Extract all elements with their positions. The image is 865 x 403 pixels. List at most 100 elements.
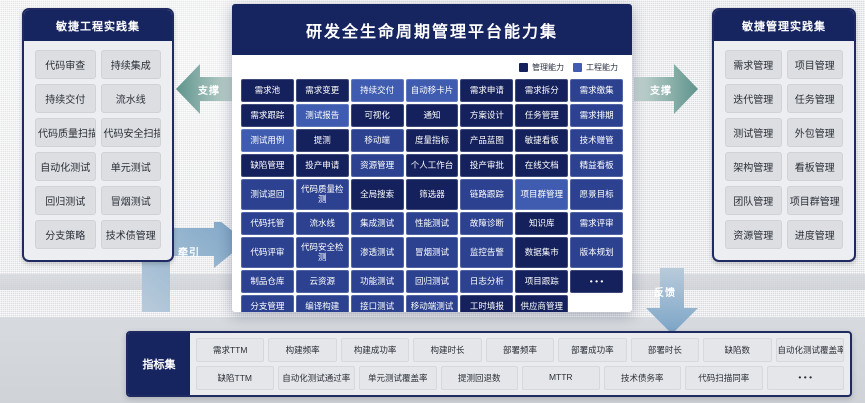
capability-cell[interactable]: 功能测试 xyxy=(350,270,404,294)
capability-cell[interactable]: 精益看板 xyxy=(570,154,623,177)
practice-chip[interactable]: 任务管理 xyxy=(786,84,843,113)
capability-cell[interactable]: 敏捷看板 xyxy=(515,129,569,152)
capability-cell[interactable]: 流水线 xyxy=(295,212,349,236)
capability-cell[interactable]: 代码质量检测 xyxy=(295,179,349,211)
metric-chip[interactable]: 部署频率 xyxy=(485,338,555,362)
capability-cell[interactable]: 分支管理 xyxy=(241,295,294,312)
capability-cell[interactable]: 测试用例 xyxy=(241,129,294,152)
capability-cell[interactable]: 代码评审 xyxy=(241,237,294,269)
practice-chip[interactable]: 代码质量扫描 xyxy=(35,118,96,147)
capability-cell[interactable]: 渗透测试 xyxy=(350,237,404,269)
capability-cell[interactable]: 提测 xyxy=(295,129,349,152)
metric-chip[interactable]: 构建时长 xyxy=(413,338,482,362)
capability-cell[interactable]: 持续交付 xyxy=(350,79,404,102)
practice-chip[interactable]: 代码安全扫描 xyxy=(100,118,161,147)
capability-cell[interactable]: 产品蓝图 xyxy=(460,129,514,152)
practice-chip[interactable]: 持续集成 xyxy=(100,50,161,79)
metric-chip[interactable]: 构建成功率 xyxy=(340,338,410,362)
capability-cell[interactable]: 制品仓库 xyxy=(241,270,294,294)
capability-cell[interactable]: 知识库 xyxy=(515,212,569,236)
capability-cell[interactable]: 项目群管理 xyxy=(515,179,569,211)
practice-chip[interactable]: 分支策略 xyxy=(35,220,96,249)
metric-chip[interactable]: 代码扫描同率 xyxy=(685,366,763,390)
capability-cell[interactable]: 资源管理 xyxy=(350,154,404,177)
practice-chip[interactable]: 代码审查 xyxy=(35,50,96,79)
capability-cell[interactable]: 通知 xyxy=(405,104,459,127)
practice-chip[interactable]: 项目管理 xyxy=(786,50,843,79)
practice-chip[interactable]: 单元测试 xyxy=(100,152,161,181)
capability-cell[interactable]: 链路跟踪 xyxy=(460,179,514,211)
capability-cell[interactable]: 需求池 xyxy=(241,79,294,102)
practice-chip[interactable]: 团队管理 xyxy=(725,186,782,215)
capability-cell[interactable]: 移动端 xyxy=(350,129,404,152)
capability-cell[interactable]: 方案设计 xyxy=(460,104,514,127)
capability-cell[interactable]: 日志分析 xyxy=(460,270,514,294)
metric-chip[interactable]: 需求TTM xyxy=(196,338,265,362)
capability-cell[interactable]: 移动端测试 xyxy=(405,295,459,312)
metric-chip[interactable]: • • • xyxy=(766,366,844,390)
metric-chip[interactable]: MTTR xyxy=(522,366,600,390)
capability-cell[interactable]: 项目跟踪 xyxy=(515,270,569,294)
metric-chip[interactable]: 缺陷数 xyxy=(703,338,772,362)
practice-chip[interactable]: 迭代管理 xyxy=(725,84,782,113)
metric-chip[interactable]: 自动化测试通过率 xyxy=(277,366,355,390)
capability-cell[interactable]: • • • xyxy=(570,270,623,294)
capability-cell[interactable]: 缺陷管理 xyxy=(241,154,294,177)
practice-chip[interactable]: 测试管理 xyxy=(725,118,782,147)
capability-cell[interactable]: 测试退回 xyxy=(241,179,294,211)
capability-cell[interactable]: 需求缴集 xyxy=(570,79,623,102)
capability-cell[interactable]: 版本规划 xyxy=(570,237,623,269)
practice-chip[interactable]: 进度管理 xyxy=(786,220,843,249)
capability-cell[interactable]: 代码托管 xyxy=(241,212,294,236)
practice-chip[interactable]: 自动化测试 xyxy=(35,152,96,181)
metric-chip[interactable]: 构建频率 xyxy=(268,338,337,362)
capability-cell[interactable]: 技术赠管 xyxy=(570,129,623,152)
capability-cell[interactable]: 需求跟踪 xyxy=(241,104,294,127)
practice-chip[interactable]: 架构管理 xyxy=(725,152,782,181)
metric-chip[interactable]: 缺陷TTM xyxy=(196,366,274,390)
capability-cell[interactable]: 筛选器 xyxy=(405,179,459,211)
metric-chip[interactable]: 部署成功率 xyxy=(558,338,627,362)
capability-cell[interactable]: 投产申请 xyxy=(295,154,349,177)
capability-cell[interactable]: 需求评审 xyxy=(570,212,623,236)
capability-cell[interactable]: 需求拆分 xyxy=(515,79,569,102)
practice-chip[interactable]: 持续交付 xyxy=(35,84,96,113)
capability-cell[interactable]: 需求变更 xyxy=(295,79,349,102)
capability-cell[interactable]: 投产审批 xyxy=(460,154,514,177)
capability-cell[interactable]: 度量指标 xyxy=(405,129,459,152)
capability-cell[interactable]: 需求申请 xyxy=(460,79,514,102)
practice-chip[interactable]: 需求管理 xyxy=(725,50,782,79)
capability-cell[interactable]: 个人工作台 xyxy=(405,154,459,177)
capability-cell[interactable]: 数据集市 xyxy=(515,237,569,269)
capability-cell[interactable]: 集成测试 xyxy=(350,212,404,236)
metric-chip[interactable]: 提测回退数 xyxy=(440,366,518,390)
capability-cell[interactable]: 测试报告 xyxy=(295,104,349,127)
capability-cell[interactable]: 需求排期 xyxy=(570,104,623,127)
practice-chip[interactable]: 资源管理 xyxy=(725,220,782,249)
capability-cell[interactable]: 性能测试 xyxy=(405,212,459,236)
capability-cell[interactable]: 冒烟测试 xyxy=(405,237,459,269)
capability-cell[interactable]: 供应商管理 xyxy=(515,295,569,312)
capability-cell[interactable]: 云资源 xyxy=(295,270,349,294)
capability-cell[interactable]: 回归测试 xyxy=(405,270,459,294)
metric-chip[interactable]: 部署时长 xyxy=(630,338,700,362)
practice-chip[interactable]: 流水线 xyxy=(100,84,161,113)
capability-cell[interactable]: 在线文档 xyxy=(515,154,569,177)
capability-cell[interactable]: 编译构建 xyxy=(295,295,349,312)
practice-chip[interactable]: 冒烟测试 xyxy=(100,186,161,215)
capability-cell[interactable]: 接口测试 xyxy=(350,295,404,312)
capability-cell[interactable]: 工时填报 xyxy=(460,295,514,312)
practice-chip[interactable]: 外包管理 xyxy=(786,118,843,147)
practice-chip[interactable]: 技术债管理 xyxy=(100,220,161,249)
metric-chip[interactable]: 自动化测试覆盖率 xyxy=(775,338,844,362)
capability-cell[interactable]: 愿景目标 xyxy=(570,179,623,211)
practice-chip[interactable]: 项目群管理 xyxy=(786,186,843,215)
practice-chip[interactable]: 回归测试 xyxy=(35,186,96,215)
capability-cell[interactable]: 代码安全检测 xyxy=(295,237,349,269)
practice-chip[interactable]: 看板管理 xyxy=(786,152,843,181)
metric-chip[interactable]: 单元测试覆盖率 xyxy=(359,366,437,390)
capability-cell[interactable]: 故障诊断 xyxy=(460,212,514,236)
capability-cell[interactable]: 全局搜索 xyxy=(350,179,404,211)
metric-chip[interactable]: 技术债务率 xyxy=(603,366,681,390)
capability-cell[interactable]: 监控告警 xyxy=(460,237,514,269)
